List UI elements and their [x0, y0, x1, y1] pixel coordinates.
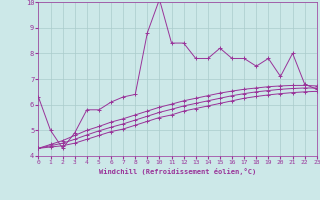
- X-axis label: Windchill (Refroidissement éolien,°C): Windchill (Refroidissement éolien,°C): [99, 168, 256, 175]
